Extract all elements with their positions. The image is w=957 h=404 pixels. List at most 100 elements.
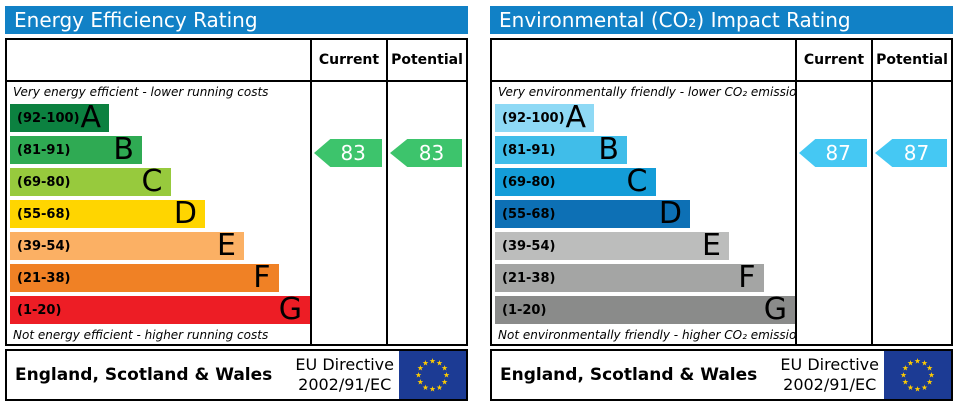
svg-text:★: ★ (914, 385, 921, 394)
band-range-label: (92-100) (17, 110, 80, 126)
svg-text:★: ★ (902, 364, 909, 373)
band-a: (92-100) A (10, 100, 109, 135)
current-rating-value: 83 (340, 141, 366, 165)
svg-text:★: ★ (907, 359, 914, 368)
current-rating-cell: 87 (795, 82, 871, 344)
rating-body: Very environmentally friendly - lower CO… (492, 82, 951, 344)
svg-text:★: ★ (441, 364, 448, 373)
band-c: (69-80) C (495, 164, 656, 199)
svg-text:★: ★ (436, 359, 443, 368)
band-letter: F (253, 260, 271, 295)
band-range-label: (39-54) (502, 238, 556, 254)
footer-region-label: England, Scotland & Wales (15, 365, 273, 385)
band-range-label: (21-38) (502, 270, 556, 286)
band-letter: D (173, 196, 197, 231)
band-range-label: (21-38) (17, 270, 71, 286)
svg-text:★: ★ (914, 357, 921, 366)
svg-text:★: ★ (417, 378, 424, 387)
current-column-header: Current (795, 40, 871, 80)
band-range-label: (69-80) (17, 174, 71, 190)
footer: England, Scotland & Wales EU Directive 2… (5, 349, 468, 401)
band-range-label: (69-80) (502, 174, 556, 190)
svg-text:★: ★ (921, 383, 928, 392)
band-d: (55-68) D (10, 196, 205, 231)
band-letter: G (278, 292, 302, 327)
rating-table: Current Potential Very energy efficient … (5, 38, 468, 346)
svg-text:★: ★ (921, 359, 928, 368)
current-column-header: Current (310, 40, 386, 80)
band-b: (81-91) B (495, 132, 627, 167)
svg-text:★: ★ (415, 371, 422, 380)
svg-text:★: ★ (429, 385, 436, 394)
eu-stars: ★ ★ ★★ ★★ ★★ ★★ ★★ (415, 357, 450, 394)
band-range-label: (55-68) (502, 206, 556, 222)
eu-flag-icon: ★ ★ ★★ ★★ ★★ ★★ ★★ (884, 351, 951, 399)
potential-rating-value: 83 (418, 141, 445, 165)
band-letter: C (626, 164, 648, 199)
band-b: (81-91) B (10, 132, 142, 167)
top-note: Very environmentally friendly - lower CO… (498, 85, 795, 99)
band-letter: G (763, 292, 787, 327)
potential-rating-cell: 87 (871, 82, 951, 344)
band-range-label: (81-91) (502, 142, 556, 158)
column-header-row: Current Potential (492, 40, 951, 82)
rating-scale: Very energy efficient - lower running co… (7, 82, 310, 344)
panel-title: Environmental (CO₂) Impact Rating (490, 6, 953, 34)
svg-text:★: ★ (926, 364, 933, 373)
band-range-label: (81-91) (17, 142, 71, 158)
bottom-note: Not energy efficient - higher running co… (13, 328, 269, 342)
epc-panel-energy: Energy Efficiency Rating Current Potenti… (5, 6, 468, 401)
band-letter: A (80, 100, 101, 135)
footer-region-label: England, Scotland & Wales (500, 365, 758, 385)
top-note: Very energy efficient - lower running co… (13, 85, 269, 99)
band-c: (69-80) C (10, 164, 171, 199)
scale-column-header (7, 40, 310, 80)
band-f: (21-38) F (495, 260, 764, 295)
svg-text:★: ★ (422, 383, 429, 392)
current-rating-arrow: 83 (314, 139, 382, 167)
panel-title: Energy Efficiency Rating (5, 6, 468, 34)
potential-rating-value: 87 (903, 141, 930, 165)
band-letter: B (113, 132, 134, 167)
potential-rating-arrow: 83 (390, 139, 462, 167)
svg-text:★: ★ (928, 371, 935, 380)
current-rating-value: 87 (825, 141, 851, 165)
band-letter: E (702, 228, 721, 263)
band-letter: A (565, 100, 586, 135)
band-a: (92-100) A (495, 100, 594, 135)
svg-text:★: ★ (926, 378, 933, 387)
svg-text:★: ★ (900, 371, 907, 380)
band-letter: F (738, 260, 756, 295)
svg-text:★: ★ (907, 383, 914, 392)
band-e: (39-54) E (495, 228, 729, 263)
band-d: (55-68) D (495, 196, 690, 231)
band-letter: B (598, 132, 619, 167)
band-e: (39-54) E (10, 228, 244, 263)
band-g: (1-20) G (10, 292, 310, 327)
scale-column-header (492, 40, 795, 80)
rating-scale: Very environmentally friendly - lower CO… (492, 82, 795, 344)
rating-body: Very energy efficient - lower running co… (7, 82, 466, 344)
svg-text:★: ★ (441, 378, 448, 387)
eu-directive-text: EU Directive 2002/91/EC (780, 355, 879, 394)
band-letter: C (141, 164, 163, 199)
potential-rating-cell: 83 (386, 82, 466, 344)
svg-text:★: ★ (443, 371, 450, 380)
footer: England, Scotland & Wales EU Directive 2… (490, 349, 953, 401)
band-list: (92-100) A (81-91) B (69-80) C (55-68) D (39… (7, 100, 310, 327)
eu-directive-text: EU Directive 2002/91/EC (295, 355, 394, 394)
band-list: (92-100) A (81-91) B (69-80) C (55-68) D (39… (492, 100, 795, 327)
svg-text:★: ★ (902, 378, 909, 387)
column-header-row: Current Potential (7, 40, 466, 82)
band-range-label: (1-20) (502, 302, 547, 318)
band-f: (21-38) F (10, 260, 279, 295)
eu-stars: ★ ★ ★★ ★★ ★★ ★★ ★★ (900, 357, 935, 394)
band-letter: E (217, 228, 236, 263)
epc-panel-environmental: Environmental (CO₂) Impact Rating Curren… (490, 6, 953, 401)
svg-text:★: ★ (429, 357, 436, 366)
bottom-note: Not environmentally friendly - higher CO… (498, 328, 795, 342)
band-letter: D (658, 196, 682, 231)
band-range-label: (92-100) (502, 110, 565, 126)
svg-text:★: ★ (417, 364, 424, 373)
